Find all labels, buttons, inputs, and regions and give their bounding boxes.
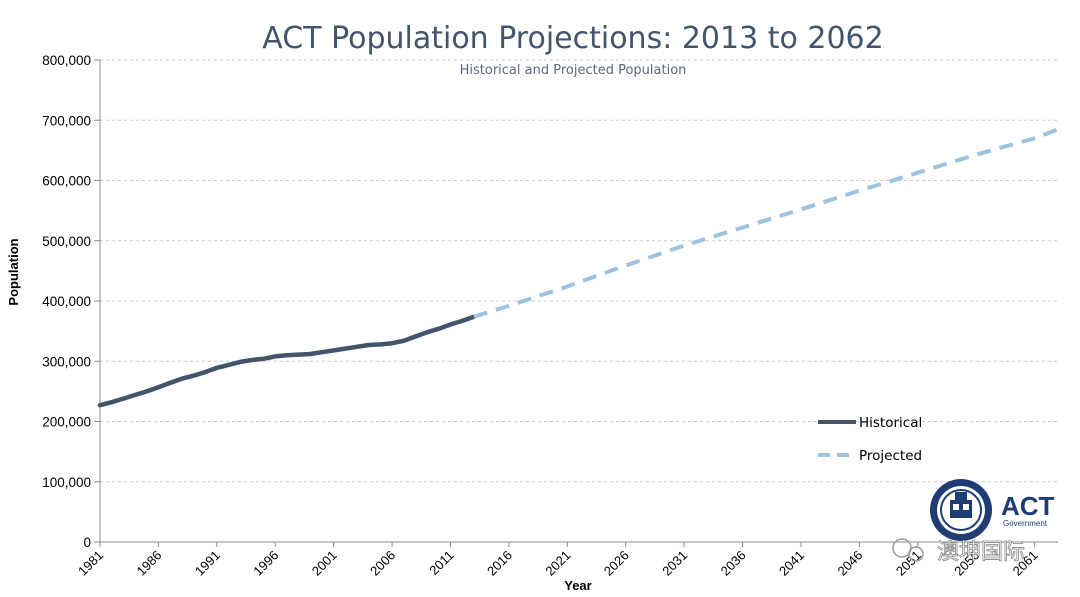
x-tick-label: 2011	[426, 548, 456, 578]
y-tick-label: 500,000	[42, 234, 91, 249]
x-axis-title: Year	[564, 578, 591, 593]
logo-wordmark: ACT	[1001, 491, 1055, 521]
logo-subtitle: Government	[1003, 519, 1048, 528]
chart-title: ACT Population Projections: 2013 to 2062	[262, 21, 883, 56]
act-government-logo: ACT Government	[930, 479, 1055, 541]
y-tick-label: 800,000	[42, 53, 91, 68]
x-tick-label: 2046	[834, 548, 865, 579]
watermark-text: 澳坤国际	[937, 540, 1025, 565]
series-line-projected	[473, 127, 1059, 319]
x-tick-label: 2016	[484, 548, 515, 579]
y-tick-label: 0	[83, 535, 91, 550]
x-tick-label: 1986	[133, 548, 164, 579]
y-axis-ticks: 0 100,000 200,000 300,000 400,000 500,000 600,…	[42, 53, 100, 550]
x-tick-label: 2026	[601, 548, 632, 579]
watermark: 澳坤国际	[892, 538, 1025, 565]
y-tick-label: 600,000	[42, 174, 91, 189]
x-tick-label: 2021	[542, 548, 573, 579]
y-tick-label: 700,000	[42, 113, 91, 128]
x-tick-label: 2006	[367, 548, 398, 579]
x-tick-label: 1991	[192, 548, 223, 579]
x-tick-label: 1981	[75, 548, 106, 579]
x-tick-label: 2031	[659, 548, 690, 579]
x-tick-label: 2051	[893, 548, 924, 579]
y-tick-label: 300,000	[42, 354, 91, 369]
y-tick-label: 100,000	[42, 475, 91, 490]
wechat-icon	[892, 538, 912, 558]
legend-label-projected: Projected	[859, 448, 922, 464]
x-axis-ticks: 1981 1986 1991 1996 2001 2006 2011 2016 2021 2026…	[75, 542, 1041, 579]
legend-label-historical: Historical	[859, 415, 922, 431]
chart-subtitle: Historical and Projected Population	[460, 63, 687, 78]
x-tick-label: 2036	[718, 548, 749, 579]
x-tick-label: 2001	[309, 548, 340, 579]
y-axis-title: Population	[6, 238, 21, 305]
series-line-historical	[97, 314, 477, 408]
x-tick-label: 1996	[250, 548, 281, 579]
x-tick-label: 2041	[776, 548, 807, 579]
y-tick-label: 400,000	[42, 294, 91, 309]
y-tick-label: 200,000	[42, 415, 91, 430]
series-layer	[97, 127, 1059, 408]
legend: Historical Projected	[818, 415, 922, 464]
